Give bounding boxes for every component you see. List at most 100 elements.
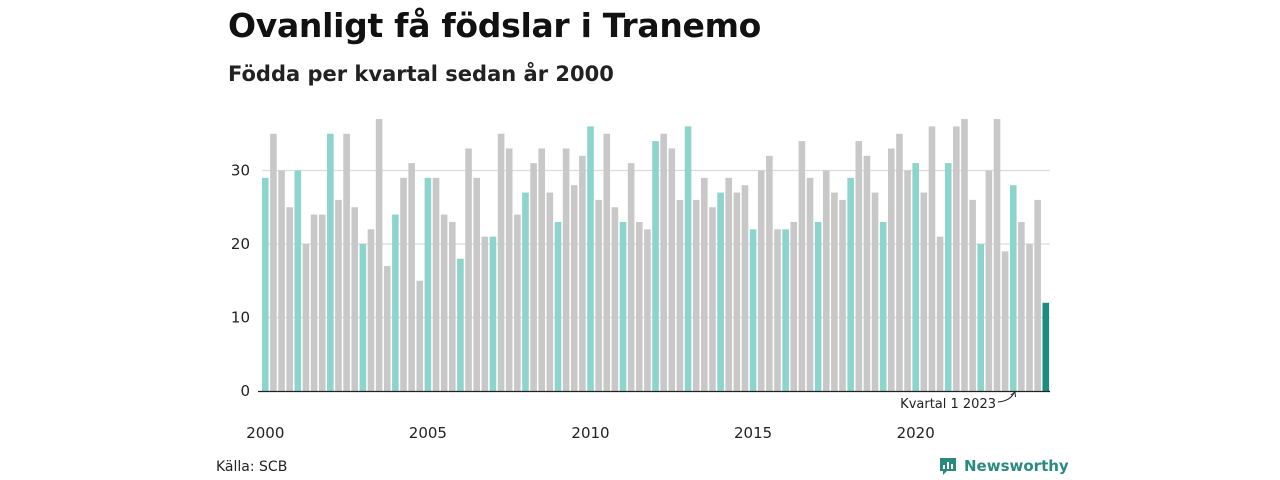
bar	[619, 221, 627, 391]
chart-title: Ovanligt få födslar i Tranemo	[228, 6, 762, 45]
bar	[327, 133, 334, 391]
y-tick-label: 20	[231, 235, 250, 253]
bar	[262, 177, 269, 391]
axes: 0 10 20 30 2000 2005 2010 2015 2020	[231, 162, 1050, 442]
x-tick-label: 2015	[734, 424, 772, 442]
bar	[944, 163, 952, 391]
bar	[286, 207, 293, 391]
bar	[546, 192, 554, 391]
bar	[587, 126, 594, 392]
bar	[1026, 244, 1033, 391]
bar	[985, 170, 993, 391]
bar	[798, 141, 806, 391]
bar	[879, 221, 887, 391]
bar	[375, 119, 383, 392]
bar	[977, 244, 985, 391]
bar	[757, 170, 765, 391]
bar	[912, 163, 919, 391]
bar	[310, 214, 318, 391]
bar	[725, 177, 733, 391]
bar	[1042, 302, 1050, 391]
bar	[717, 192, 724, 391]
bar	[733, 192, 741, 391]
bar	[1001, 251, 1009, 391]
bar	[814, 221, 822, 391]
bar	[367, 229, 375, 391]
bar	[457, 258, 464, 391]
bar	[920, 192, 928, 391]
bar	[831, 192, 838, 391]
bar	[278, 170, 285, 391]
bar	[514, 214, 521, 391]
bar	[961, 119, 968, 392]
bar	[416, 280, 424, 391]
x-tick-label: 2010	[571, 424, 609, 442]
bar	[888, 148, 895, 391]
bar	[806, 177, 814, 391]
bar	[1018, 221, 1025, 391]
bar	[554, 221, 562, 391]
y-tick-label: 10	[231, 309, 250, 327]
bar	[318, 214, 326, 391]
source-label: Källa: SCB	[216, 459, 288, 475]
bar	[294, 170, 302, 391]
brand: Newsworthy	[938, 456, 1069, 476]
bar	[692, 199, 700, 391]
bar	[936, 236, 944, 391]
brand-name: Newsworthy	[964, 457, 1069, 475]
bar	[928, 126, 936, 392]
chart-subtitle: Födda per kvartal sedan år 2000	[228, 62, 614, 86]
bar	[863, 155, 871, 391]
bar	[400, 177, 407, 391]
bar	[896, 133, 903, 391]
bar	[359, 244, 367, 391]
bar	[440, 214, 448, 391]
bar	[473, 177, 480, 391]
bar	[489, 236, 497, 391]
bar	[790, 221, 798, 391]
bar	[530, 163, 537, 391]
bar	[505, 148, 513, 391]
x-tick-label: 2000	[246, 424, 284, 442]
bar	[603, 133, 611, 391]
bar	[522, 192, 529, 391]
bar	[969, 199, 976, 391]
bar	[993, 119, 1001, 392]
bar	[635, 221, 643, 391]
bar	[579, 155, 586, 391]
bar	[855, 141, 863, 391]
bar	[684, 126, 692, 392]
bar	[408, 163, 415, 391]
bar	[1009, 185, 1017, 391]
x-tick-label: 2005	[409, 424, 447, 442]
bar	[611, 207, 619, 391]
annotation: Kvartal 1 2023	[900, 391, 1016, 412]
bar	[660, 133, 667, 391]
bar	[343, 133, 350, 391]
bar	[351, 207, 359, 391]
bar	[627, 163, 635, 391]
y-tick-label: 0	[240, 382, 250, 400]
bar	[448, 221, 456, 391]
bar	[1034, 199, 1041, 391]
bar	[302, 244, 310, 391]
bar	[652, 141, 659, 391]
newsworthy-logo-icon	[940, 458, 956, 475]
bar	[847, 177, 854, 391]
bar	[701, 177, 708, 391]
annotation-arrow	[997, 392, 1015, 403]
annotation-label: Kvartal 1 2023	[900, 397, 996, 412]
bar	[709, 207, 716, 391]
bar	[766, 155, 773, 391]
bar	[953, 126, 960, 392]
bar	[392, 214, 399, 391]
bar	[595, 199, 602, 391]
bar	[570, 185, 578, 391]
bar	[668, 148, 676, 391]
bar	[904, 170, 911, 391]
bar	[465, 148, 472, 391]
bar	[562, 148, 570, 391]
y-tick-label: 30	[231, 162, 250, 180]
bar	[782, 229, 789, 391]
